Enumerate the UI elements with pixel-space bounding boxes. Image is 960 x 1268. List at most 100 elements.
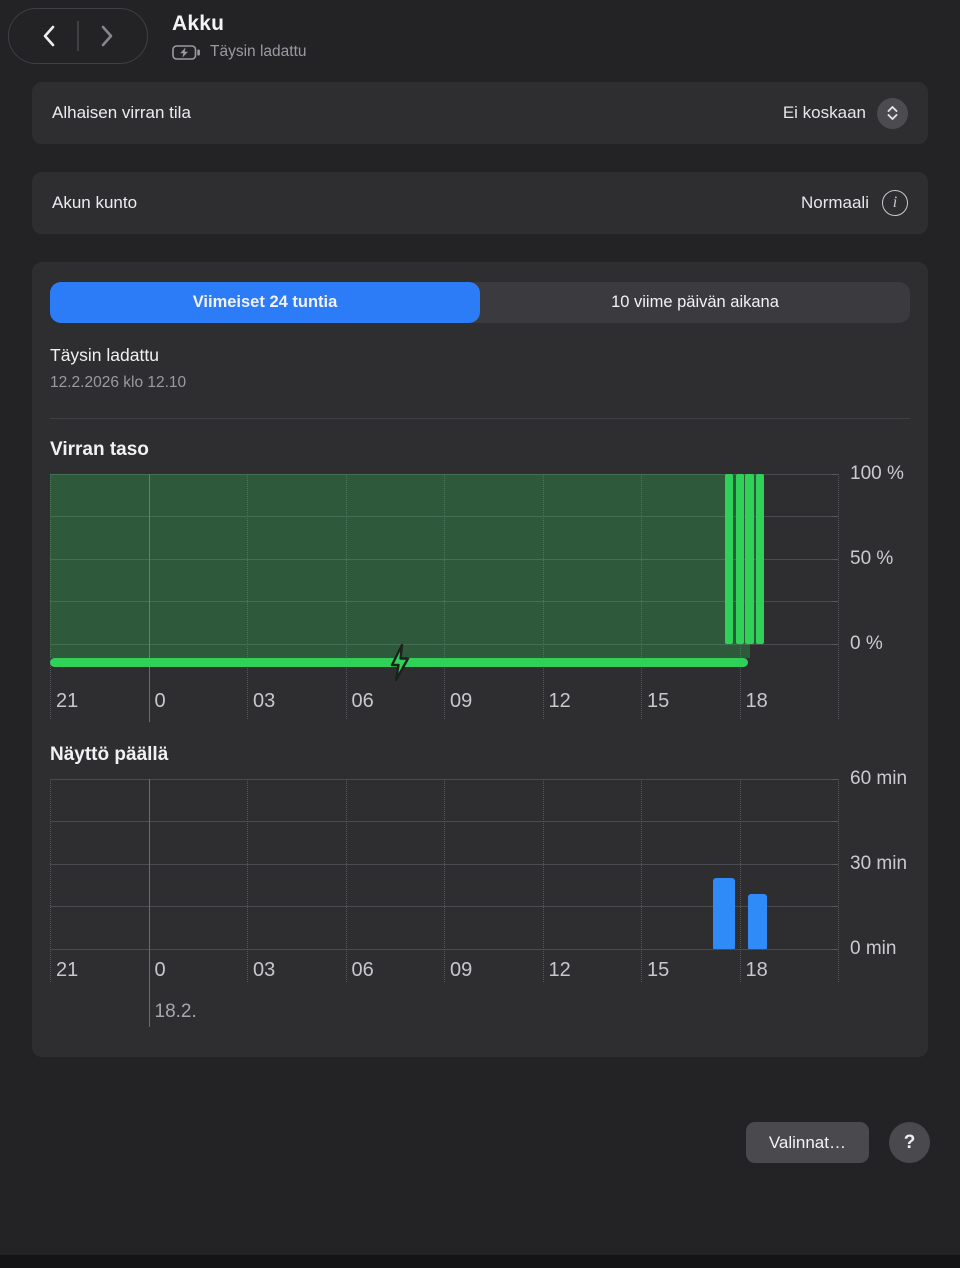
x-axis-label: 06 [351,690,374,712]
x-axis-label: 15 [647,690,670,712]
battery-level-y-axis: 100 % 50 % 0 % [850,463,910,654]
battery-level-fill [50,474,763,644]
vertical-gridline [739,779,741,982]
vertical-gridline [345,474,347,719]
charge-spike-bar [745,474,754,644]
section-divider [50,418,910,419]
vertical-gridline [247,474,248,719]
y-axis-label: 60 min [850,768,908,789]
screen-on-y-axis: 60 min 30 min 0 min [850,768,910,959]
battery-level-chart-section: Virran taso 100 % 50 % 0 % 21 0 03 06 09 12 15 18 [50,439,910,722]
forward-button[interactable] [79,8,135,64]
screen-on-x-axis: 21 0 03 06 09 12 15 18 [50,959,838,985]
chevron-left-icon [43,25,55,47]
chevron-right-icon [101,25,113,47]
date-label: 18.2. [154,1001,197,1022]
x-axis-label: 18 [745,690,768,712]
popup-chevrons-button[interactable] [877,97,908,129]
charge-spike-bar [725,474,734,644]
navigation-pill [8,8,148,64]
x-axis-label: 21 [56,959,79,981]
screen-on-plot [50,778,839,1027]
axis-tick [832,863,838,865]
date-row: 18.2. [50,1001,838,1025]
charge-status-block: Täysin ladattu 12.2.2026 klo 12.10 [50,345,910,392]
x-axis-label: 12 [548,959,571,981]
vertical-gridline [641,474,642,719]
axis-tick [832,601,838,602]
y-axis-label: 30 min [850,853,908,874]
vertical-gridline [542,779,544,982]
axis-tick [832,948,838,950]
vertical-gridline [148,779,150,1027]
vertical-gridline [641,779,642,982]
battery-status-text: Täysin ladattu [210,43,307,60]
battery-usage-card: Viimeiset 24 tuntia 10 viime päivän aika… [32,262,928,1057]
y-axis-label: 0 min [850,938,897,959]
battery-level-plot [50,473,839,722]
axis-tick [832,643,838,645]
axis-tick [832,516,838,517]
x-axis-label: 18 [745,959,768,981]
window-bottom-edge [0,1255,960,1268]
vertical-gridline [50,474,51,719]
vertical-gridline [542,474,544,719]
battery-health-row: Akun kunto Normaali i [32,172,928,234]
y-axis-label: 100 % [850,463,904,484]
axis-tick [832,473,838,475]
charge-spike-bar [735,474,744,644]
chevron-down-icon [887,114,898,120]
axis-tick [832,906,838,907]
nav-divider [77,21,79,51]
screen-on-chart-section: Näyttö päällä 60 min 30 min 0 min 21 0 03 06 0… [50,744,910,1027]
time-range-segmented-control: Viimeiset 24 tuntia 10 viime päivän aika… [50,282,910,323]
battery-level-x-axis: 21 0 03 06 09 12 15 18 [50,690,838,716]
low-power-mode-popup[interactable]: Ei koskaan [782,97,908,129]
vertical-gridline [247,779,248,982]
y-axis-label: 50 % [850,548,894,569]
vertical-gridline [444,474,445,719]
x-axis-label: 06 [351,959,374,981]
battery-level-chart-title: Virran taso [50,439,149,460]
charge-status-title: Täysin ladattu [50,345,159,365]
y-axis-label: 0 % [850,633,883,654]
low-power-mode-label: Alhaisen virran tila [52,103,191,122]
vertical-gridline [444,779,445,982]
x-axis-label: 09 [450,959,473,981]
low-power-mode-row: Alhaisen virran tila Ei koskaan [32,82,928,144]
page-header: Akku Täysin ladattu [0,0,960,82]
x-axis-label: 03 [253,690,276,712]
battery-charging-icon [172,44,200,60]
options-button[interactable]: Valinnat… [745,1122,869,1163]
x-axis-label: 03 [253,959,276,981]
low-power-mode-value: Ei koskaan [782,103,866,122]
bolt-icon [388,643,412,682]
charge-status-timestamp: 12.2.2026 klo 12.10 [50,374,187,391]
axis-tick [832,821,838,822]
help-button[interactable]: ? [889,1122,930,1163]
charge-spike-bar [755,474,764,644]
axis-tick [832,558,838,560]
x-axis-label: 12 [548,690,571,712]
title-block: Akku Täysin ladattu [172,8,307,61]
vertical-gridline [50,779,51,982]
vertical-gridline [148,474,150,722]
x-axis-label: 0 [154,690,166,712]
tab-last-10-days[interactable]: 10 viime päivän aikana [611,293,779,311]
x-axis-label: 09 [450,690,473,712]
chevron-up-icon [887,106,898,112]
tab-last-24-hours[interactable]: Viimeiset 24 tuntia [50,282,480,323]
axis-tick [832,778,838,780]
info-icon[interactable]: i [882,190,908,216]
battery-health-label: Akun kunto [52,193,138,212]
back-button[interactable] [21,8,77,64]
vertical-gridline [838,779,839,982]
x-axis-label: 21 [56,690,79,712]
x-axis-label: 15 [647,959,670,981]
x-axis-label: 0 [154,959,166,981]
battery-health-value: Normaali [800,193,869,212]
page-title: Akku [172,12,225,35]
vertical-gridline [838,474,839,719]
screen-on-chart-title: Näyttö päällä [50,744,169,765]
vertical-gridline [345,779,347,982]
